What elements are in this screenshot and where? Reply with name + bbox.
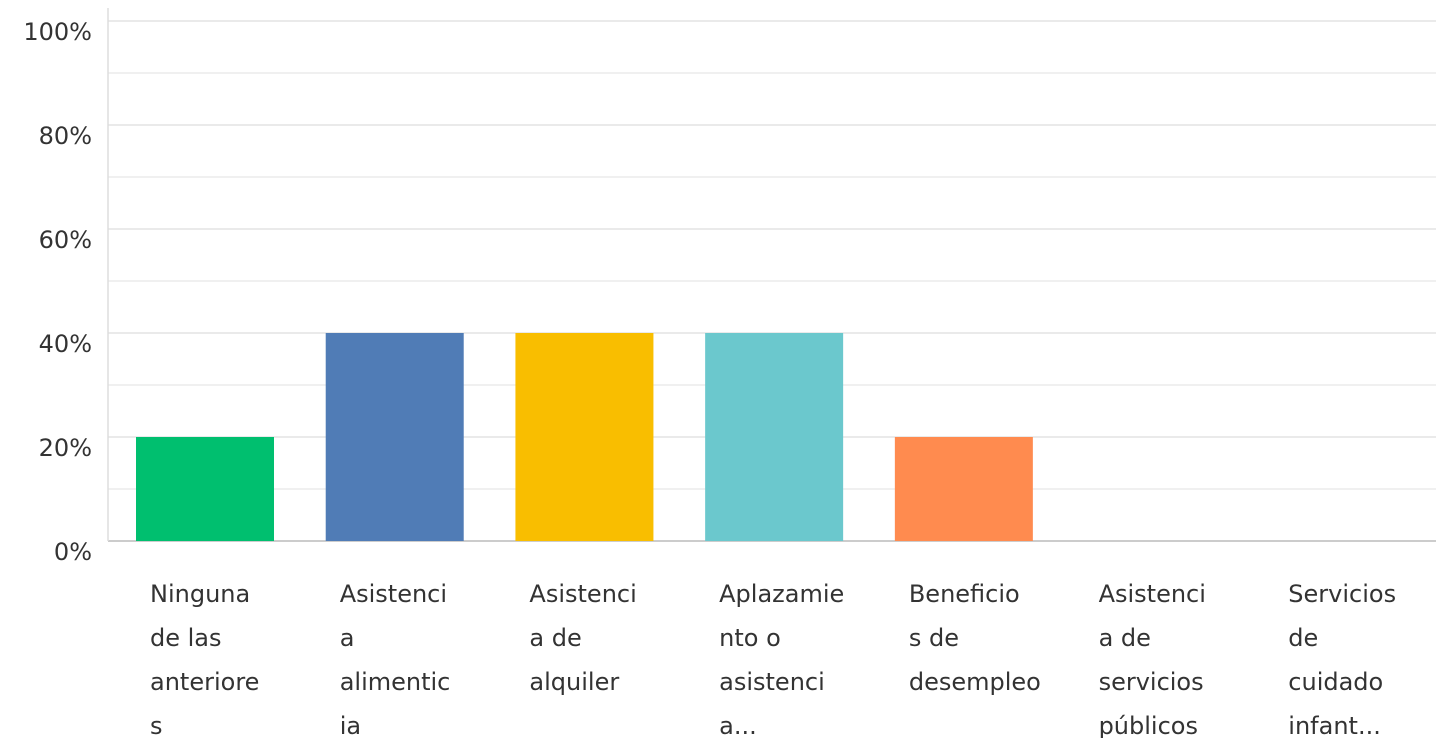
y-tick-label: 60%: [39, 226, 92, 254]
x-tick-label: Ninguna: [150, 580, 250, 608]
x-tick-label: a: [340, 624, 355, 652]
x-tick-label: asistenci: [719, 668, 825, 696]
x-tick-label: ia: [340, 712, 361, 738]
x-tick-label: a...: [719, 712, 757, 738]
y-tick-label: 80%: [39, 122, 92, 150]
x-tick-label: de: [1288, 624, 1318, 652]
x-tick-label: Servicios: [1288, 580, 1396, 608]
x-tick-label: alquiler: [529, 668, 619, 696]
bar: [705, 333, 844, 541]
x-tick-label: s de: [909, 624, 959, 652]
x-tick-label: alimentic: [340, 668, 451, 696]
bar: [515, 333, 654, 541]
y-tick-label: 100%: [23, 18, 92, 46]
x-tick-label: públicos: [1099, 712, 1198, 738]
x-tick-label: Asistenci: [340, 580, 447, 608]
x-tick-label: a de: [1099, 624, 1151, 652]
y-tick-label: 0%: [54, 538, 92, 566]
x-tick-label: infant...: [1288, 712, 1381, 738]
y-tick-label: 20%: [39, 434, 92, 462]
y-tick-label: 40%: [39, 330, 92, 358]
bar: [136, 437, 274, 541]
x-tick-label: de las: [150, 624, 222, 652]
x-tick-label: Asistenci: [1099, 580, 1206, 608]
x-tick-label: Asistenci: [529, 580, 636, 608]
bar: [325, 333, 464, 541]
x-tick-label: servicios: [1099, 668, 1204, 696]
x-tick-label: anteriore: [150, 668, 259, 696]
x-tick-label: s: [150, 712, 163, 738]
x-tick-label: nto o: [719, 624, 781, 652]
x-tick-label: a de: [529, 624, 581, 652]
x-tick-label: cuidado: [1288, 668, 1383, 696]
x-tick-label: Aplazamie: [719, 580, 844, 608]
x-tick-label: Beneficio: [909, 580, 1020, 608]
bar: [894, 437, 1033, 541]
x-tick-label: desempleo: [909, 668, 1041, 696]
